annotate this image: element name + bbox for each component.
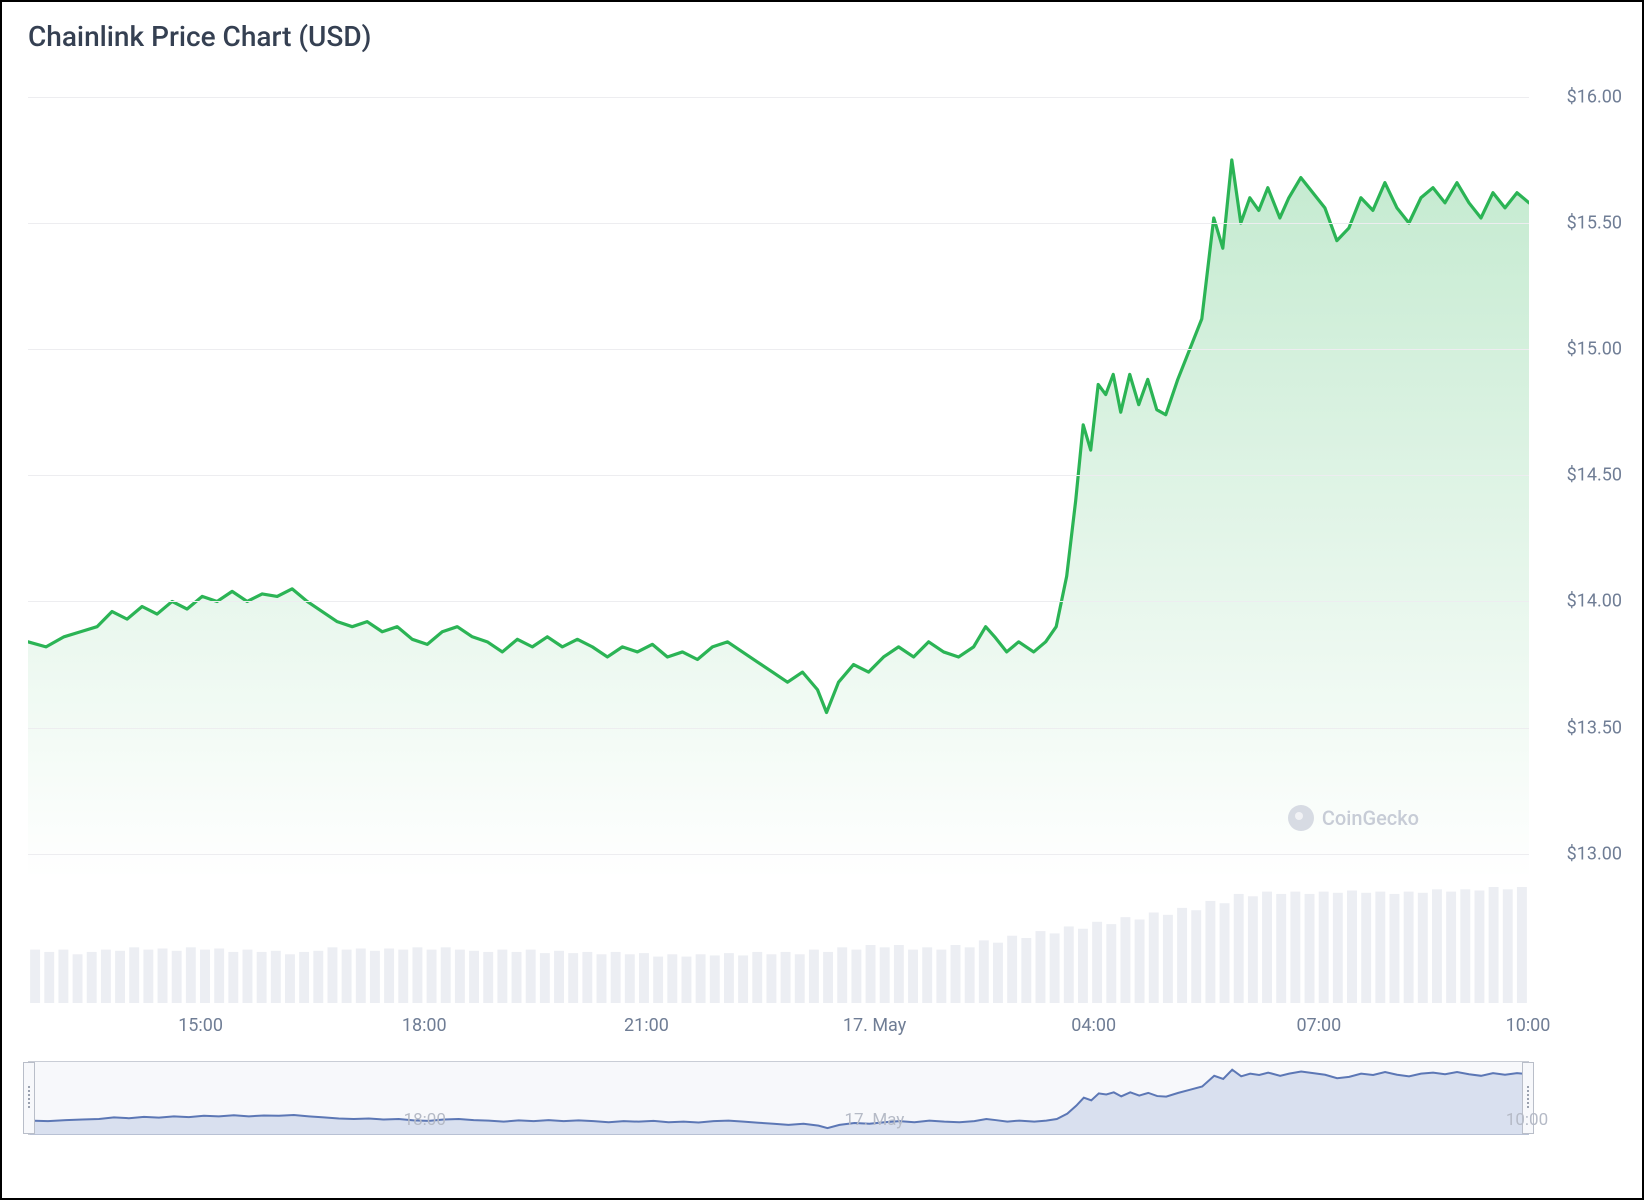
y-axis-label: $13.50 (1567, 717, 1622, 738)
watermark-label: CoinGecko (1322, 806, 1419, 830)
price-chart[interactable]: CoinGecko $13.00 $13.50 $14.00 $14.50 $15.00… (28, 59, 1626, 879)
x-axis-label: 18:00 (402, 1015, 447, 1036)
gridline (28, 223, 1529, 224)
x-axis-label: 04:00 (1071, 1015, 1116, 1036)
gridline (28, 475, 1529, 476)
coingecko-icon (1288, 805, 1314, 831)
volume-chart (28, 883, 1626, 1003)
chart-card: Chainlink Price Chart (USD) CoinGecko $1… (0, 0, 1644, 1200)
x-axis-label: 07:00 (1296, 1015, 1341, 1036)
navigator-x-label: 17. May (845, 1110, 905, 1130)
x-axis-label: 10:00 (1506, 1015, 1551, 1036)
gridline (28, 728, 1529, 729)
price-chart-svg (28, 59, 1529, 879)
gridline (28, 97, 1529, 98)
watermark: CoinGecko (1288, 805, 1419, 831)
y-axis-label: $14.00 (1567, 591, 1622, 612)
navigator-svg (30, 1063, 1529, 1135)
x-axis-label: 17. May (843, 1015, 906, 1036)
y-axis-label: $16.00 (1567, 86, 1622, 107)
navigator-x-label: 18:00 (404, 1110, 446, 1130)
time-axis: 15:0018:0021:0017. May04:0007:0010:00 (28, 1009, 1529, 1043)
navigator-x-label: 10:00 (1506, 1110, 1548, 1130)
y-axis-label: $13.00 (1567, 843, 1622, 864)
x-axis-label: 15:00 (178, 1015, 223, 1036)
chart-title: Chainlink Price Chart (USD) (28, 20, 1626, 53)
x-axis-label: 21:00 (624, 1015, 669, 1036)
gridline (28, 854, 1529, 855)
volume-chart-svg (28, 883, 1529, 1003)
y-axis-label: $14.50 (1567, 465, 1622, 486)
y-axis-label: $15.00 (1567, 339, 1622, 360)
navigator-handle-left[interactable] (23, 1062, 35, 1134)
y-axis-label: $15.50 (1567, 213, 1622, 234)
gridline (28, 349, 1529, 350)
range-navigator[interactable]: 18:0017. May10:00 (28, 1061, 1529, 1135)
gridline (28, 601, 1529, 602)
